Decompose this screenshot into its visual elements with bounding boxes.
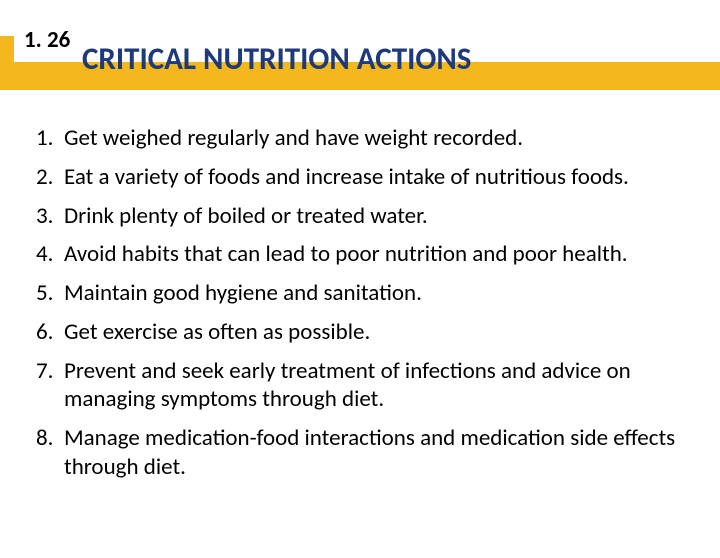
list-item: Avoid habits that can lead to poor nutri… xyxy=(28,240,692,269)
slide-number: 1. 26 xyxy=(24,26,70,54)
header: 1. 26 CRITICAL NUTRITION ACTIONS xyxy=(0,18,720,106)
list-item: Manage medication-food interactions and … xyxy=(28,424,692,482)
page-title: CRITICAL NUTRITION ACTIONS xyxy=(82,40,471,78)
list-item: Eat a variety of foods and increase inta… xyxy=(28,163,692,192)
list-item: Get weighed regularly and have weight re… xyxy=(28,124,692,153)
action-list: Get weighed regularly and have weight re… xyxy=(28,124,692,482)
list-item: Drink plenty of boiled or treated water. xyxy=(28,202,692,231)
list-container: Get weighed regularly and have weight re… xyxy=(0,106,720,482)
list-item: Prevent and seek early treatment of infe… xyxy=(28,357,692,415)
list-item: Maintain good hygiene and sanitation. xyxy=(28,279,692,308)
list-item: Get exercise as often as possible. xyxy=(28,318,692,347)
